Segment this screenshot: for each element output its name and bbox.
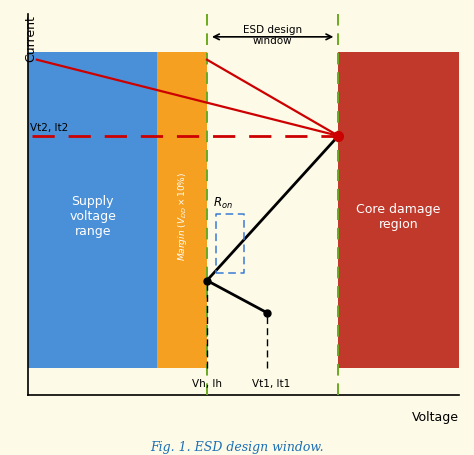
Text: Current: Current xyxy=(24,15,37,62)
Text: Core damage
region: Core damage region xyxy=(356,202,441,230)
Text: Supply
voltage
range: Supply voltage range xyxy=(69,195,116,238)
Bar xyxy=(157,53,207,368)
Text: Vt1, It1: Vt1, It1 xyxy=(253,378,291,388)
Text: Voltage: Voltage xyxy=(412,410,459,423)
Text: ESD design
window: ESD design window xyxy=(243,25,302,46)
Text: Vt2, It2: Vt2, It2 xyxy=(30,123,69,133)
Bar xyxy=(28,53,157,368)
Text: $R_{on}$: $R_{on}$ xyxy=(213,196,233,211)
Text: Vh, Ih: Vh, Ih xyxy=(192,378,222,388)
Text: Fig. 1. ESD design window.: Fig. 1. ESD design window. xyxy=(150,440,324,453)
Bar xyxy=(338,53,459,368)
Text: $Margin\ (V_{DD}\times10\%)$: $Margin\ (V_{DD}\times10\%)$ xyxy=(176,172,189,261)
